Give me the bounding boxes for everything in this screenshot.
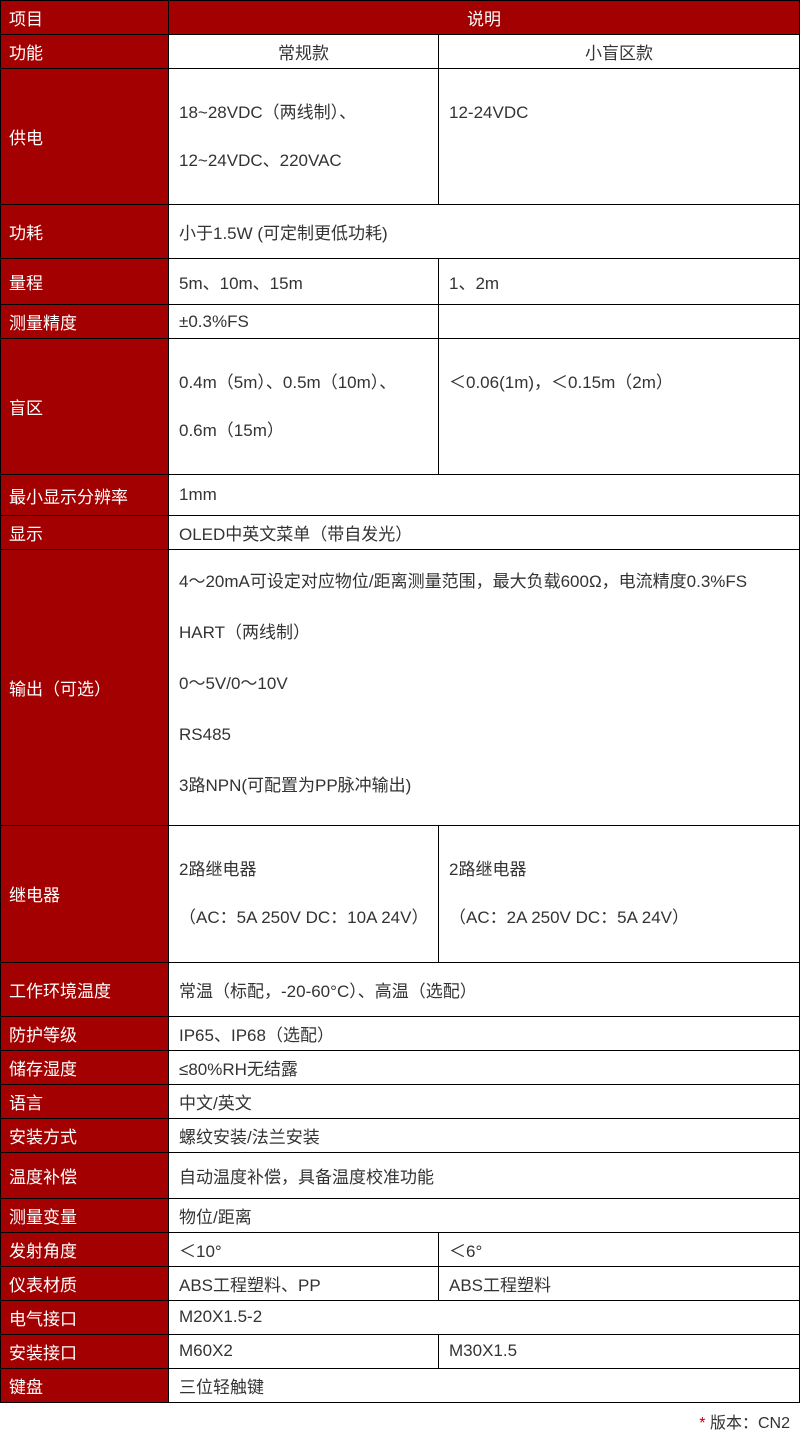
label-material: 仪表材质: [1, 1266, 169, 1300]
cell-accuracy-c2: [439, 305, 800, 339]
row-elecport: 电气接口 M20X1.5-2: [1, 1300, 800, 1334]
row-relay: 继电器 2路继电器 （AC：5A 250V DC：10A 24V） 2路继电器 …: [1, 826, 800, 962]
cell-relay-c1: 2路继电器 （AC：5A 250V DC：10A 24V）: [169, 826, 439, 962]
row-material: 仪表材质 ABS工程塑料、PP ABS工程塑料: [1, 1266, 800, 1300]
label-display: 显示: [1, 516, 169, 550]
label-power: 供电: [1, 69, 169, 205]
row-mountport: 安装接口 M60X2 M30X1.5: [1, 1334, 800, 1368]
label-tempcomp: 温度补偿: [1, 1152, 169, 1198]
row-consumption: 功耗 小于1.5W (可定制更低功耗): [1, 205, 800, 259]
header-row-1: 项目 说明: [1, 1, 800, 35]
label-consumption: 功耗: [1, 205, 169, 259]
cell-keyboard: 三位轻触键: [169, 1368, 800, 1402]
label-blind: 盲区: [1, 339, 169, 475]
cell-ip: IP65、IP68（选配）: [169, 1016, 800, 1050]
cell-angle-c1: ＜10°: [169, 1232, 439, 1266]
cell-minres: 1mm: [169, 475, 800, 516]
row-range: 量程 5m、10m、15m 1、2m: [1, 259, 800, 305]
cell-install: 螺纹安装/法兰安装: [169, 1118, 800, 1152]
cell-blind-c1: 0.4m（5m）、0.5m（10m）、0.6m（15m）: [169, 339, 439, 475]
cell-output: 4～20mA可设定对应物位/距离测量范围，最大负载600Ω，电流精度0.3%FS…: [169, 550, 800, 826]
label-humidity: 储存湿度: [1, 1050, 169, 1084]
label-mountport: 安装接口: [1, 1334, 169, 1368]
label-keyboard: 键盘: [1, 1368, 169, 1402]
hdr-smallblind: 小盲区款: [439, 35, 800, 69]
cell-display: OLED中英文菜单（带自发光）: [169, 516, 800, 550]
label-minres: 最小显示分辨率: [1, 475, 169, 516]
row-blind: 盲区 0.4m（5m）、0.5m（10m）、0.6m（15m） ＜0.06(1m…: [1, 339, 800, 475]
label-range: 量程: [1, 259, 169, 305]
row-tempcomp: 温度补偿 自动温度补偿，具备温度校准功能: [1, 1152, 800, 1198]
cell-power-c2: 12-24VDC: [439, 69, 800, 205]
row-accuracy: 测量精度 ±0.3%FS: [1, 305, 800, 339]
cell-material-c1: ABS工程塑料、PP: [169, 1266, 439, 1300]
row-install: 安装方式 螺纹安装/法兰安装: [1, 1118, 800, 1152]
row-humidity: 储存湿度 ≤80%RH无结露: [1, 1050, 800, 1084]
hdr-regular: 常规款: [169, 35, 439, 69]
label-ip: 防护等级: [1, 1016, 169, 1050]
label-temp: 工作环境温度: [1, 962, 169, 1016]
cell-temp: 常温（标配，-20-60°C）、高温（选配）: [169, 962, 800, 1016]
footer-version: * 版本：CN2: [0, 1403, 800, 1433]
label-measvar: 测量变量: [1, 1198, 169, 1232]
row-display: 显示 OLED中英文菜单（带自发光）: [1, 516, 800, 550]
label-install: 安装方式: [1, 1118, 169, 1152]
hdr-item: 项目: [1, 1, 169, 35]
cell-range-c1: 5m、10m、15m: [169, 259, 439, 305]
hdr-desc: 说明: [169, 1, 800, 35]
cell-range-c2: 1、2m: [439, 259, 800, 305]
footer-text: 版本：CN2: [710, 1415, 790, 1432]
row-output: 输出（可选） 4～20mA可设定对应物位/距离测量范围，最大负载600Ω，电流精…: [1, 550, 800, 826]
spec-table: 项目 说明 功能 常规款 小盲区款 供电 18~28VDC（两线制）、 12~2…: [0, 0, 800, 1403]
cell-angle-c2: ＜6°: [439, 1232, 800, 1266]
row-temp: 工作环境温度 常温（标配，-20-60°C）、高温（选配）: [1, 962, 800, 1016]
cell-blind-c2: ＜0.06(1m)，＜0.15m（2m）: [439, 339, 800, 475]
cell-lang: 中文/英文: [169, 1084, 800, 1118]
cell-power-c1: 18~28VDC（两线制）、 12~24VDC、220VAC: [169, 69, 439, 205]
cell-humidity: ≤80%RH无结露: [169, 1050, 800, 1084]
label-angle: 发射角度: [1, 1232, 169, 1266]
cell-elecport: M20X1.5-2: [169, 1300, 800, 1334]
row-ip: 防护等级 IP65、IP68（选配）: [1, 1016, 800, 1050]
cell-mountport-c2: M30X1.5: [439, 1334, 800, 1368]
label-lang: 语言: [1, 1084, 169, 1118]
label-output: 输出（可选）: [1, 550, 169, 826]
row-angle: 发射角度 ＜10° ＜6°: [1, 1232, 800, 1266]
row-minres: 最小显示分辨率 1mm: [1, 475, 800, 516]
row-measvar: 测量变量 物位/距离: [1, 1198, 800, 1232]
hdr-func: 功能: [1, 35, 169, 69]
footer-star-icon: *: [699, 1415, 705, 1432]
label-accuracy: 测量精度: [1, 305, 169, 339]
label-relay: 继电器: [1, 826, 169, 962]
cell-material-c2: ABS工程塑料: [439, 1266, 800, 1300]
header-row-2: 功能 常规款 小盲区款: [1, 35, 800, 69]
cell-tempcomp: 自动温度补偿，具备温度校准功能: [169, 1152, 800, 1198]
cell-accuracy-c1: ±0.3%FS: [169, 305, 439, 339]
row-keyboard: 键盘 三位轻触键: [1, 1368, 800, 1402]
cell-relay-c2: 2路继电器 （AC：2A 250V DC：5A 24V）: [439, 826, 800, 962]
row-power: 供电 18~28VDC（两线制）、 12~24VDC、220VAC 12-24V…: [1, 69, 800, 205]
cell-mountport-c1: M60X2: [169, 1334, 439, 1368]
row-lang: 语言 中文/英文: [1, 1084, 800, 1118]
label-elecport: 电气接口: [1, 1300, 169, 1334]
cell-measvar: 物位/距离: [169, 1198, 800, 1232]
cell-consumption: 小于1.5W (可定制更低功耗): [169, 205, 800, 259]
